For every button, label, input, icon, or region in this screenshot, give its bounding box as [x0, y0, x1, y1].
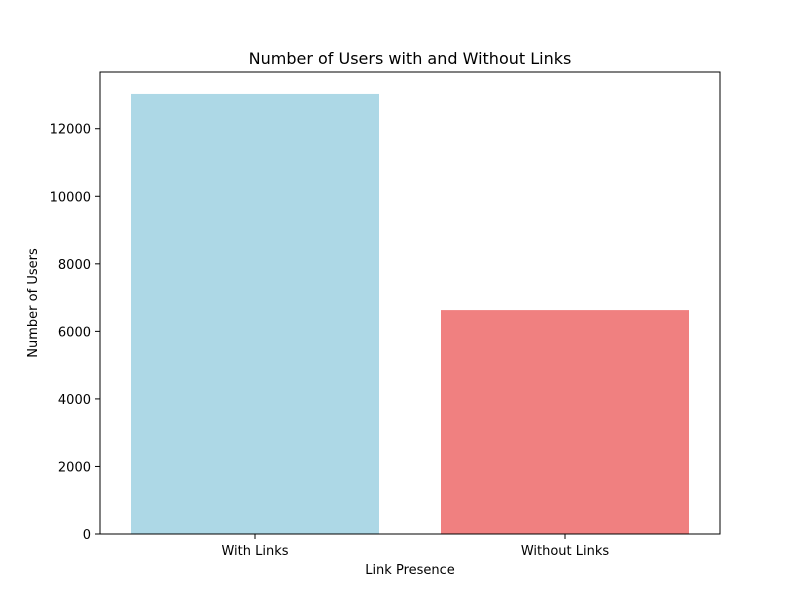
y-tick-label-4000: 4000: [58, 393, 91, 408]
bar-with-links: [131, 93, 379, 534]
y-tick-label-6000: 6000: [58, 325, 91, 340]
y-tick-label-12000: 12000: [50, 123, 91, 138]
y-tick-label-8000: 8000: [58, 258, 91, 273]
y-axis-label: Number of Users: [26, 248, 41, 358]
x-axis-label: Link Presence: [365, 563, 455, 578]
axes-layer: With Links Without Links 0 2000 4000 6000 8000…: [50, 71, 721, 559]
x-tick-label-with-links: With Links: [221, 544, 288, 559]
bar-without-links: [441, 310, 689, 534]
y-tick-label-10000: 10000: [50, 190, 91, 205]
y-tick-label-0: 0: [83, 528, 91, 543]
y-tick-label-2000: 2000: [58, 460, 91, 475]
chart-title: Number of Users with and Without Links: [249, 49, 572, 68]
x-tick-label-without-links: Without Links: [521, 544, 610, 559]
bars-layer: [131, 93, 689, 534]
plot-frame: [99, 71, 721, 535]
